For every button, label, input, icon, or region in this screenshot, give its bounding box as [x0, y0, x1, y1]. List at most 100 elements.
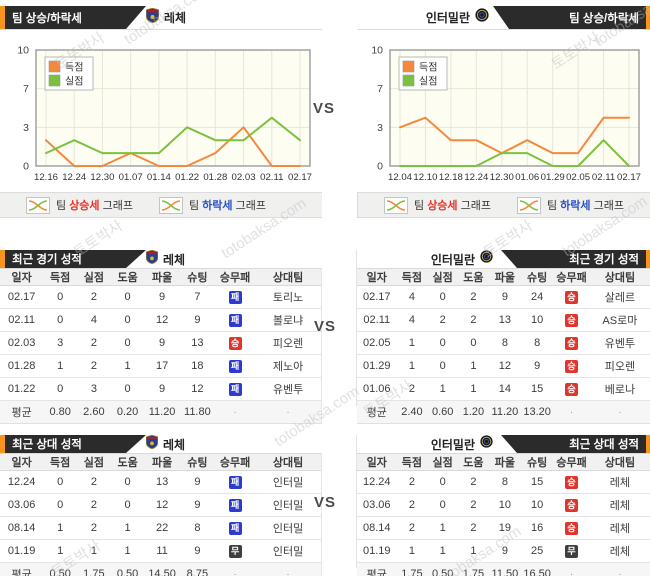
cell-상대팀: ·: [618, 569, 622, 576]
trend-header-left: 팀 상승/하락세 레체: [0, 6, 322, 30]
cell-도움: 1: [470, 545, 477, 557]
cell-파울: 11.20: [148, 406, 176, 418]
table-row: 12.24 2 0 2 8 15 승 레체: [357, 471, 650, 494]
cell-도움: 도움: [117, 457, 138, 469]
cell-파울: 11.50: [491, 568, 519, 576]
section-title: 팀 상승/하락세: [12, 12, 82, 25]
cell-득점: 0: [57, 291, 64, 303]
cell-실점: 실점: [83, 272, 104, 284]
recent-header-left: 최근 경기 성적 레체: [0, 249, 322, 269]
table-average-row: 평균 0.80 2.60 0.20 11.20 11.80 · ·: [0, 401, 321, 424]
table-row: 01.29 1 0 1 12 9 승 피오렌: [357, 355, 650, 378]
cell-도움: 도움: [463, 272, 484, 284]
cell-파울: 파울: [151, 457, 173, 469]
section-title-bar: 팀 상승/하락세: [493, 6, 650, 29]
recent-panel-right: 최근 경기 성적 인터밀란 일자 득점 실점 도움 파울 슈팅 승무패 상대팀 02.17 4 0 2…: [356, 250, 650, 424]
cell-도움: 0.20: [116, 406, 139, 418]
cell-승무패: 승: [553, 475, 590, 489]
cell-득점: 득점: [401, 457, 423, 469]
team-name: 레체: [163, 252, 186, 267]
h2h-panel-left: 최근 상대 성적 레체 일자 득점 실점 도움 파울 슈팅 승무패 상대팀 12.24 0 2 0 13…: [0, 434, 322, 576]
cell-일자: 02.03: [7, 337, 36, 349]
svg-text:12.24: 12.24: [62, 172, 87, 183]
svg-text:12.04: 12.04: [388, 172, 413, 183]
trend-chart-right: 0 3 7 10 12.04 12.10 12.18 12.24 12.30 01.06 01.29…: [357, 36, 650, 197]
cell-일자: 일자: [11, 272, 32, 284]
svg-text:10: 10: [17, 45, 29, 57]
table-row: 12.24 0 2 0 13 9 패 인터밀: [0, 471, 321, 494]
cell-상대팀: 인터밀: [272, 523, 304, 535]
team-name: 레체: [163, 437, 186, 452]
svg-text:12.30: 12.30: [90, 172, 114, 183]
cell-파울: 11: [156, 545, 168, 557]
svg-text:득점: 득점: [65, 62, 83, 74]
cell-도움: 0.50: [116, 568, 139, 576]
cell-상대팀: ·: [286, 569, 290, 576]
cell-슈팅: 9: [194, 476, 201, 488]
cell-실점: 2: [90, 291, 97, 303]
h2h-table-left: 일자 득점 실점 도움 파울 슈팅 승무패 상대팀 12.24 0 2 0 13 9 패 인터밀 03.06 0 2…: [0, 453, 322, 576]
inter-crest-icon: [480, 250, 493, 268]
cell-상대팀: 레체: [609, 500, 631, 512]
cell-득점: 3: [57, 337, 64, 349]
cell-승무패: 패: [215, 521, 255, 535]
cell-상대팀: 토리노: [272, 292, 304, 304]
accent-bar: [0, 250, 5, 268]
result-badge: 승: [565, 359, 579, 373]
cell-슈팅: 13: [191, 337, 204, 349]
cell-실점: 3: [90, 383, 97, 395]
legend-fall-graph: 팀 하락세 그래프: [516, 196, 624, 214]
cell-상대팀: 상대팀: [272, 457, 304, 469]
cell-실점: 1: [439, 522, 446, 534]
cell-파울: 14: [498, 383, 512, 395]
cell-실점: 0: [439, 476, 446, 488]
team-left: 레체: [145, 6, 186, 29]
cell-슈팅: 15: [531, 476, 544, 488]
cell-파울: 파울: [494, 272, 516, 284]
cell-득점: 2: [408, 383, 415, 395]
cell-상대팀: 살레르: [604, 292, 636, 304]
result-badge: 승: [565, 475, 579, 489]
cell-승무패: 승: [553, 313, 590, 327]
cell-실점: 실점: [83, 457, 104, 469]
cell-득점: 2: [408, 499, 415, 511]
cell-실점: 2: [90, 360, 97, 372]
table-row: 03.06 0 2 0 12 9 패 인터밀: [0, 494, 321, 517]
cell-일자: 02.05: [363, 337, 391, 349]
result-badge: 무: [565, 544, 579, 558]
cell-득점: 4: [408, 314, 415, 326]
cell-슈팅: 13.20: [523, 406, 551, 418]
svg-text:01.06: 01.06: [515, 172, 539, 183]
cell-승무패: ·: [569, 407, 574, 418]
table-row: 02.03 3 2 0 9 13 승 피오렌: [0, 332, 321, 355]
legend-strip-right: 팀 상승세 그래프 팀 하락세 그래프: [357, 192, 650, 218]
cell-상대팀: 상대팀: [272, 272, 304, 284]
svg-text:01.07: 01.07: [119, 172, 143, 183]
cell-파울: 14.50: [148, 568, 176, 576]
cell-도움: 1: [470, 360, 477, 372]
cell-슈팅: 15: [531, 383, 544, 395]
svg-text:02.05: 02.05: [566, 172, 590, 183]
svg-text:01.22: 01.22: [175, 172, 199, 183]
cell-슈팅: 12: [191, 383, 204, 395]
cell-득점: 0: [57, 499, 64, 511]
legend-fall-text: 팀 하락세 그래프: [546, 200, 624, 212]
cell-승무패: 패: [215, 290, 255, 304]
result-badge: 승: [565, 313, 579, 327]
cell-도움: 1.20: [462, 406, 485, 418]
lecce-crest-icon: [145, 249, 159, 269]
result-badge: 승: [565, 290, 579, 304]
cell-파울: 19: [498, 522, 512, 534]
svg-text:3: 3: [377, 122, 383, 134]
accent-bar: [646, 435, 650, 453]
cell-상대팀: 베로나: [604, 384, 636, 396]
cell-득점: 득점: [401, 272, 423, 284]
cell-승무패: 승무패: [219, 272, 251, 284]
cell-도움: 1: [124, 360, 131, 372]
cell-승무패: 승: [553, 336, 590, 350]
cell-일자: 일자: [11, 457, 32, 469]
table-header-row: 일자 득점 실점 도움 파울 슈팅 승무패 상대팀: [0, 268, 321, 286]
table-row: 02.11 4 2 2 13 10 승 AS로마: [357, 309, 650, 332]
svg-text:7: 7: [377, 83, 383, 95]
